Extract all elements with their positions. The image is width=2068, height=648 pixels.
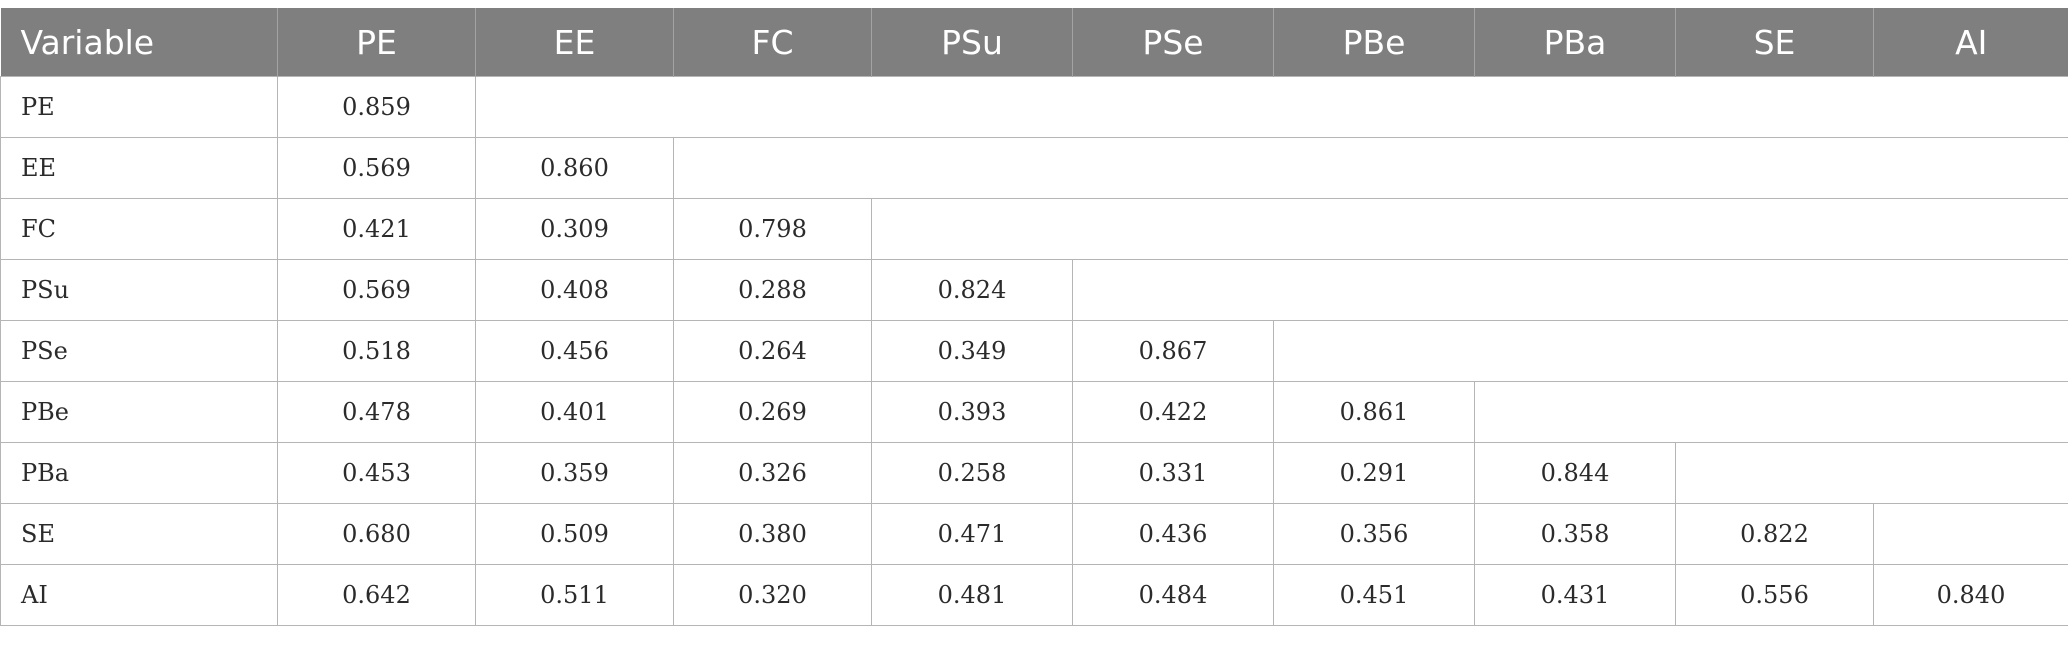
value-cell: 0.269 <box>673 381 872 443</box>
header-cell-psu: PSu <box>871 8 1073 77</box>
header-cell-fc: FC <box>673 8 872 77</box>
empty-cell <box>1873 503 2068 565</box>
row-label: FC <box>0 198 278 260</box>
value-cell: 0.356 <box>1273 503 1475 565</box>
empty-cell <box>1474 381 2068 443</box>
value-cell: 0.859 <box>277 76 476 138</box>
value-cell: 0.349 <box>871 320 1073 382</box>
table-row: PBe 0.478 0.401 0.269 0.393 0.422 0.861 <box>0 381 2068 443</box>
value-cell: 0.680 <box>277 503 476 565</box>
value-cell: 0.569 <box>277 259 476 321</box>
empty-cell <box>475 76 2068 138</box>
value-cell: 0.320 <box>673 564 872 626</box>
value-cell: 0.798 <box>673 198 872 260</box>
row-label: PBa <box>0 442 278 504</box>
value-cell: 0.358 <box>1474 503 1676 565</box>
value-cell: 0.331 <box>1072 442 1274 504</box>
header-cell-ee: EE <box>475 8 674 77</box>
value-cell: 0.569 <box>277 137 476 199</box>
value-cell: 0.478 <box>277 381 476 443</box>
table-body: PE 0.859 EE 0.569 0.860 FC 0.421 0.309 0.798 PSu 0… <box>0 76 2068 626</box>
value-cell: 0.844 <box>1474 442 1676 504</box>
value-cell: 0.509 <box>475 503 674 565</box>
header-cell-pbe: PBe <box>1273 8 1475 77</box>
row-label: PSe <box>0 320 278 382</box>
value-cell: 0.453 <box>277 442 476 504</box>
row-label: EE <box>0 137 278 199</box>
value-cell: 0.840 <box>1873 564 2068 626</box>
correlation-table: Variable PE EE FC PSu PSe PBe PBa SE AI PE 0.859 E… <box>0 8 2068 626</box>
value-cell: 0.291 <box>1273 442 1475 504</box>
value-cell: 0.288 <box>673 259 872 321</box>
value-cell: 0.380 <box>673 503 872 565</box>
table-row: SE 0.680 0.509 0.380 0.471 0.436 0.356 0.358 0.8… <box>0 503 2068 565</box>
value-cell: 0.431 <box>1474 564 1676 626</box>
row-label: AI <box>0 564 278 626</box>
header-row: Variable PE EE FC PSu PSe PBe PBa SE AI <box>0 8 2068 77</box>
value-cell: 0.518 <box>277 320 476 382</box>
header-cell-se: SE <box>1675 8 1874 77</box>
row-label: PE <box>0 76 278 138</box>
empty-cell <box>673 137 2068 199</box>
table-header: Variable PE EE FC PSu PSe PBe PBa SE AI <box>0 8 2068 77</box>
empty-cell <box>871 198 2068 260</box>
row-label: PBe <box>0 381 278 443</box>
table-row: EE 0.569 0.860 <box>0 137 2068 199</box>
header-cell-pba: PBa <box>1474 8 1676 77</box>
value-cell: 0.401 <box>475 381 674 443</box>
value-cell: 0.393 <box>871 381 1073 443</box>
value-cell: 0.422 <box>1072 381 1274 443</box>
value-cell: 0.326 <box>673 442 872 504</box>
value-cell: 0.867 <box>1072 320 1274 382</box>
value-cell: 0.484 <box>1072 564 1274 626</box>
table-row: FC 0.421 0.309 0.798 <box>0 198 2068 260</box>
table-row: PSe 0.518 0.456 0.264 0.349 0.867 <box>0 320 2068 382</box>
table-row: AI 0.642 0.511 0.320 0.481 0.484 0.451 0.431 0.5… <box>0 564 2068 626</box>
value-cell: 0.822 <box>1675 503 1874 565</box>
row-label: PSu <box>0 259 278 321</box>
value-cell: 0.481 <box>871 564 1073 626</box>
value-cell: 0.258 <box>871 442 1073 504</box>
value-cell: 0.456 <box>475 320 674 382</box>
value-cell: 0.408 <box>475 259 674 321</box>
value-cell: 0.436 <box>1072 503 1274 565</box>
row-label: SE <box>0 503 278 565</box>
empty-cell <box>1273 320 2068 382</box>
value-cell: 0.861 <box>1273 381 1475 443</box>
value-cell: 0.451 <box>1273 564 1475 626</box>
table-row: PSu 0.569 0.408 0.288 0.824 <box>0 259 2068 321</box>
value-cell: 0.264 <box>673 320 872 382</box>
value-cell: 0.421 <box>277 198 476 260</box>
value-cell: 0.511 <box>475 564 674 626</box>
value-cell: 0.471 <box>871 503 1073 565</box>
header-cell-pse: PSe <box>1072 8 1274 77</box>
header-cell-variable: Variable <box>0 8 278 77</box>
value-cell: 0.860 <box>475 137 674 199</box>
header-cell-ai: AI <box>1873 8 2068 77</box>
header-cell-pe: PE <box>277 8 476 77</box>
table-row: PE 0.859 <box>0 76 2068 138</box>
value-cell: 0.824 <box>871 259 1073 321</box>
value-cell: 0.642 <box>277 564 476 626</box>
empty-cell <box>1675 442 2068 504</box>
table-row: PBa 0.453 0.359 0.326 0.258 0.331 0.291 0.844 <box>0 442 2068 504</box>
value-cell: 0.309 <box>475 198 674 260</box>
value-cell: 0.359 <box>475 442 674 504</box>
empty-cell <box>1072 259 2068 321</box>
value-cell: 0.556 <box>1675 564 1874 626</box>
